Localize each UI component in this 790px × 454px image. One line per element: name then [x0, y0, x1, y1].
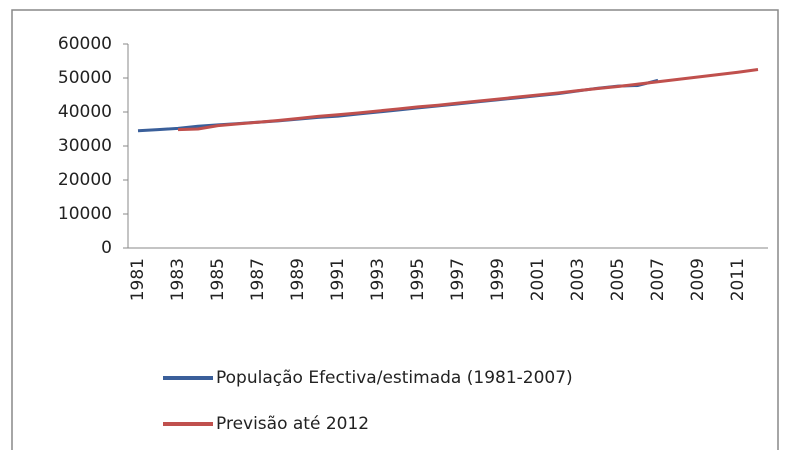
data-line [177, 68, 759, 132]
x-tick-label: 1991 [328, 258, 348, 301]
x-tick-label: 1997 [448, 258, 468, 301]
legend-label: Previsão até 2012 [216, 414, 369, 434]
y-tick-label: 20000 [58, 170, 112, 190]
chart-frame [11, 9, 779, 454]
x-tick-label: 2003 [568, 258, 588, 301]
y-tick-label: 30000 [58, 136, 112, 156]
data-line [137, 78, 659, 133]
x-tick-label: 1987 [248, 258, 268, 301]
x-tick-label: 1993 [368, 258, 388, 301]
x-tick-label: 1989 [288, 258, 308, 301]
y-tick-label: 40000 [58, 102, 112, 122]
x-tick-label: 1983 [168, 258, 188, 301]
y-tick-label: 50000 [58, 68, 112, 88]
y-tick-label: 10000 [58, 204, 112, 224]
x-tick-label: 2011 [728, 258, 748, 301]
x-tick-label: 2009 [688, 258, 708, 301]
legend-label: População Efectiva/estimada (1981-2007) [216, 368, 573, 388]
x-tick-label: 2005 [608, 258, 628, 301]
x-tick-label: 2001 [528, 258, 548, 301]
x-tick-label: 1981 [128, 258, 148, 301]
x-tick-label: 1995 [408, 258, 428, 301]
y-tick-label: 0 [101, 238, 112, 258]
y-tick-label: 60000 [58, 34, 112, 54]
x-tick-label: 1985 [208, 258, 228, 301]
x-tick-label: 2007 [648, 258, 668, 301]
x-tick-label: 1999 [488, 258, 508, 301]
